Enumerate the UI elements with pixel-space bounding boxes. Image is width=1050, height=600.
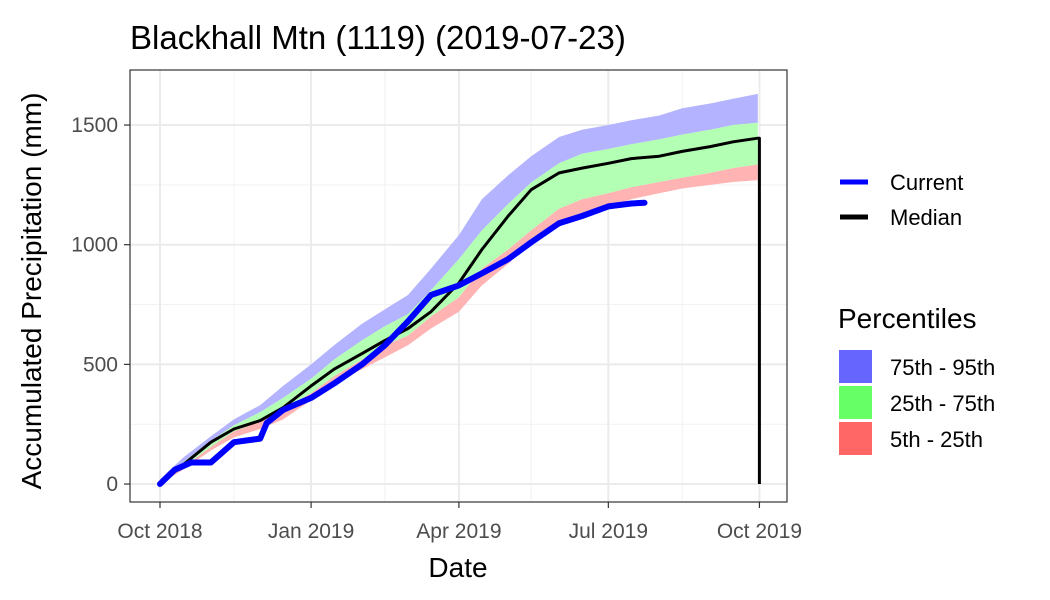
y-tick-label: 0 xyxy=(106,473,118,496)
x-tick-label: Oct 2019 xyxy=(717,520,802,543)
legend-band-label-1: 25th - 75th xyxy=(890,391,995,416)
legend-label-median: Median xyxy=(890,205,962,230)
median-line xyxy=(159,136,761,486)
legend-band-label-0: 75th - 95th xyxy=(890,355,995,380)
legend-band-label-2: 5th - 25th xyxy=(890,427,983,452)
current-line xyxy=(157,199,648,487)
band-25-75 xyxy=(160,122,758,484)
x-tick-label: Jan 2019 xyxy=(268,520,354,543)
y-tick-label: 1000 xyxy=(71,234,118,257)
x-tick-label: Oct 2018 xyxy=(117,520,202,543)
legend-swatch-2 xyxy=(839,422,872,455)
chart-title: Blackhall Mtn (1119) (2019-07-23) xyxy=(130,19,626,56)
legend: Current Median Percentiles 75th - 95th 25th … xyxy=(838,170,995,455)
x-axis-title: Date xyxy=(428,552,487,583)
legend-label-current: Current xyxy=(890,170,963,195)
y-axis-title: Accumulated Precipitation (mm) xyxy=(16,93,47,490)
y-tick-label: 1500 xyxy=(71,114,118,137)
y-tick-label: 500 xyxy=(83,353,118,376)
x-tick-label: Jul 2019 xyxy=(569,520,648,543)
legend-swatch-0 xyxy=(839,350,872,383)
axis-ticks: Oct 2018 Jan 2019 Apr 2019 Jul 2019 Oct 2019… xyxy=(71,114,802,543)
x-tick-label: Apr 2019 xyxy=(416,520,501,543)
legend-swatch-1 xyxy=(839,386,872,419)
percentile-bands xyxy=(160,93,758,484)
series-lines xyxy=(157,136,761,487)
legend-title: Percentiles xyxy=(838,303,977,334)
